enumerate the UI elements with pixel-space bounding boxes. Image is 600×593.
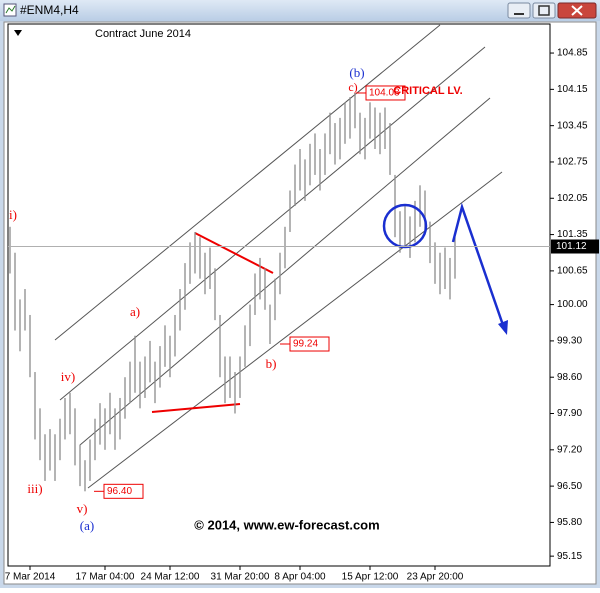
wave-annotation: a): [130, 304, 140, 319]
y-tick-label: 104.85: [557, 48, 588, 59]
wave-annotation: (b): [349, 65, 364, 80]
window-icon-glyph: [5, 5, 16, 14]
projection-arrowhead: [498, 320, 508, 335]
y-tick-label: 102.05: [557, 193, 588, 204]
window-icon: [3, 3, 17, 17]
y-tick-label: 102.75: [557, 157, 588, 168]
projection-arrow: [451, 202, 506, 329]
current-price-label: 101.12: [556, 241, 587, 252]
minimize-button[interactable]: [507, 2, 531, 19]
y-tick-label: 97.20: [557, 444, 582, 455]
channel-line: [79, 97, 491, 446]
channel-lines: [54, 24, 503, 489]
price-label-box: [103, 483, 144, 499]
price-label-box: [365, 85, 406, 101]
chart-subtitle: Contract June 2014: [95, 28, 191, 40]
y-tick-label: 100.65: [557, 266, 588, 277]
wave-annotation: i): [9, 207, 17, 222]
chart-area: [3, 21, 597, 585]
y-tick-label: 104.15: [557, 84, 588, 95]
y-tick-label: 100.00: [557, 299, 588, 310]
x-tick-label: 31 Mar 20:00: [211, 572, 270, 583]
wave-annotation: iii): [27, 481, 42, 496]
window-title: #ENM4,H4: [20, 3, 79, 17]
channel-line: [59, 46, 486, 401]
wave-annotation: (a): [80, 518, 94, 533]
maximize-glyph: [538, 5, 550, 16]
x-tick-label: 15 Apr 12:00: [342, 572, 399, 583]
price-bars: [9, 92, 456, 492]
price-label: 104.08: [369, 88, 400, 99]
close-glyph: [571, 5, 583, 16]
title-bar: [0, 0, 600, 21]
price-label-box: [289, 336, 330, 352]
x-tick-label: 17 Mar 04:00: [76, 572, 135, 583]
y-tick-label: 95.15: [557, 551, 582, 562]
price-label: 99.24: [293, 339, 318, 350]
triangle-lower-line: [151, 403, 241, 413]
channel-line: [54, 24, 441, 341]
x-tick-label: 24 Mar 12:00: [141, 572, 200, 583]
y-tick-label: 103.45: [557, 120, 588, 131]
watermark: © 2014, www.ew-forecast.com: [194, 517, 379, 532]
wave-annotation: b): [266, 356, 277, 371]
wave-annotation: v): [77, 501, 88, 516]
y-tick-label: 96.50: [557, 481, 582, 492]
y-tick-label: 101.35: [557, 229, 588, 240]
x-tick-label: 23 Apr 20:00: [407, 572, 464, 583]
price-label: 96.40: [107, 486, 132, 497]
chart-menu-marker: [14, 30, 22, 36]
y-tick-label: 97.90: [557, 408, 582, 419]
x-tick-label: 8 Apr 04:00: [274, 572, 326, 583]
y-tick-label: 98.60: [557, 372, 582, 383]
wave-annotation: CRITICAL LV.: [393, 85, 462, 97]
wave-annotation: c): [348, 80, 357, 94]
plot-frame: [7, 23, 551, 567]
current-price-box: [551, 239, 599, 254]
y-tick-label: 99.30: [557, 336, 582, 347]
x-tick-label: 7 Mar 2014: [5, 572, 56, 583]
channel-line: [87, 171, 503, 489]
wave-annotation: iv): [61, 369, 75, 384]
y-tick-label: 95.80: [557, 517, 582, 528]
